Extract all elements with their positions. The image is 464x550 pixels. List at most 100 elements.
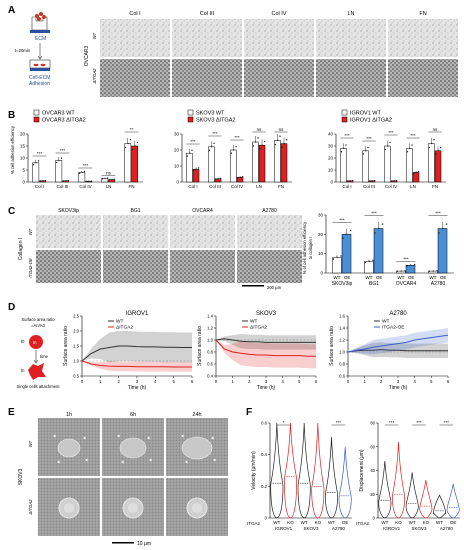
x-tick-label: Col III <box>363 184 375 189</box>
data-point <box>368 260 370 263</box>
data-point <box>108 179 111 181</box>
significance-label: *** <box>339 218 345 223</box>
data-point <box>106 177 109 179</box>
micrograph <box>100 59 170 97</box>
x-tick-label: KO <box>423 520 430 525</box>
chart-f1: 0 0.2 0.4 0.6 Velocity (μm/min) WT KO WT KO WT OE I… <box>251 420 352 531</box>
category-label: OVCAR4 <box>396 281 417 287</box>
y-tick-label: 0.2 <box>261 484 267 489</box>
data-point <box>55 161 58 164</box>
chart-b3: 0 10 20 30 40 Col I *** Col III *** Col IV *** LN **… <box>328 109 446 189</box>
x-tick-label: 0 <box>347 379 350 384</box>
x-tick-label: LN <box>106 184 112 189</box>
y-tick-label: 1.2 <box>207 326 213 331</box>
x-tick-label: 5 <box>430 379 433 384</box>
x-tick-label: 0 <box>215 379 218 384</box>
y-tick-label: 1.0 <box>207 338 213 343</box>
series-line <box>215 338 316 343</box>
legend-label: ΔITGA2 <box>116 325 133 331</box>
spread-cell <box>57 438 81 458</box>
panel-b: B % cell adhesion efficiency 0 5 10 15 20 Col… <box>8 109 446 189</box>
data-point <box>85 180 88 183</box>
data-point <box>378 227 380 230</box>
x-tick-label: 5 <box>298 379 301 384</box>
data-point <box>384 148 387 151</box>
b-y-axis-label: % cell adhesion efficiency <box>10 125 15 174</box>
chart-d2: SKOV3 0.4 0.6 0.8 1.0 1.2 1.4 0 1 2 3 4 5 6 Time (h) Su… <box>197 311 318 391</box>
micrograph <box>100 19 170 57</box>
data-point <box>349 180 351 182</box>
data-point <box>252 145 255 147</box>
data-point <box>67 179 70 182</box>
y-tick-label: 0.6 <box>207 362 213 367</box>
data-point <box>127 142 129 145</box>
micrograph <box>244 59 314 97</box>
data-point <box>32 164 35 166</box>
y-tick-label: 20 <box>370 492 375 497</box>
micrograph <box>237 250 302 283</box>
significance-label: *** <box>37 151 43 156</box>
data-point <box>134 145 136 147</box>
data-point <box>342 237 344 239</box>
adhesion-bar-charts: 0 5 10 15 20 Col I *** Col III *** Col IV *** LN ns F… <box>20 109 446 189</box>
y-tick-label: 0.8 <box>339 362 345 367</box>
legend-label: WT <box>116 319 124 325</box>
adhesion-label: Cell-ECM <box>29 75 50 81</box>
x-tick-label: OE <box>376 275 383 280</box>
error-band <box>348 328 448 355</box>
data-point <box>411 144 413 146</box>
x-tick-label: KO <box>287 520 294 525</box>
x-tick-label: 0 <box>81 379 84 384</box>
y-tick-label: 0 <box>22 180 25 185</box>
x-tick-label: FN <box>278 184 284 189</box>
micrograph <box>103 215 168 248</box>
data-point <box>437 150 439 152</box>
y-tick-label: 2.5 <box>73 314 79 319</box>
data-point <box>81 171 83 174</box>
arrowhead-icon <box>213 458 216 462</box>
data-point <box>83 170 86 173</box>
data-point <box>285 139 288 141</box>
y-tick-label: 20 <box>328 156 334 161</box>
spread-cell-icon <box>28 363 46 380</box>
y-tick-label: 0 <box>373 516 376 521</box>
data-point <box>381 223 384 225</box>
micrograph <box>316 59 386 97</box>
x-tick-label: Col III <box>57 184 69 189</box>
cell-icon <box>39 12 43 16</box>
x-tick-label: Col IV <box>385 184 397 189</box>
column-label: LN <box>347 11 354 17</box>
adhesion-label: Adhesion <box>29 81 50 87</box>
bar <box>258 144 266 183</box>
y-tick-label: 40 <box>370 468 375 473</box>
arrowhead-icon <box>37 55 43 60</box>
x-tick-label: 4 <box>281 379 284 384</box>
y-tick-label: 0.6 <box>339 374 345 379</box>
data-point <box>65 180 67 182</box>
data-point <box>191 149 193 152</box>
data-point <box>215 178 217 180</box>
chart-title: IGROV1 <box>126 311 149 317</box>
x-tick-label: 1 <box>231 379 234 384</box>
data-point <box>345 144 347 146</box>
significance-label: *** <box>234 135 240 140</box>
legend-swatch <box>187 116 194 123</box>
y-tick-label: 30 <box>328 144 334 149</box>
data-point <box>395 179 398 182</box>
column-label: Col III <box>200 11 215 17</box>
arrowhead-icon <box>53 434 56 438</box>
violin <box>311 422 325 519</box>
row-label-wt: WT <box>92 32 97 39</box>
panel-c-label: C <box>8 206 15 217</box>
y-tick-label: 60 <box>370 444 375 449</box>
y-tick-label: 2.0 <box>73 329 79 334</box>
data-point <box>44 179 47 182</box>
data-point <box>413 263 416 266</box>
x-tick-label: Col I <box>35 184 44 189</box>
bar <box>252 141 259 183</box>
data-point <box>442 227 444 230</box>
y-axis-label: Surface area ratio <box>63 326 69 366</box>
violin <box>433 494 446 519</box>
x-tick-label: 3 <box>397 379 400 384</box>
